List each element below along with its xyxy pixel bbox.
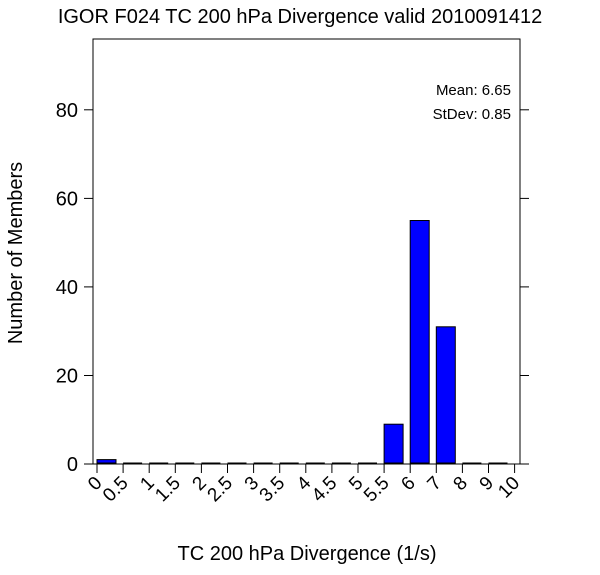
x-tick-label: 6 — [397, 473, 419, 495]
x-tick-label: 7 — [424, 473, 446, 495]
x-axis-label: TC 200 hPa Divergence (1/s) — [177, 543, 436, 565]
x-tick-label: 2.5 — [204, 473, 238, 507]
x-tick-label: 8 — [450, 473, 472, 495]
plot-frame — [92, 38, 521, 465]
x-tick-label: 1.5 — [151, 473, 185, 507]
chart-title: IGOR F024 TC 200 hPa Divergence valid 20… — [58, 6, 542, 28]
y-tick-label: 40 — [56, 277, 78, 299]
y-tick-label: 0 — [67, 454, 78, 476]
histogram-bar — [96, 459, 117, 464]
y-axis-label-group: Number of Members — [5, 162, 27, 344]
histogram-bar — [435, 326, 456, 464]
stats-stdev: StDev: 0.85 — [433, 106, 511, 123]
histogram-bar — [409, 220, 430, 464]
x-tick-label: 3.5 — [256, 473, 290, 507]
stats-mean: Mean: 6.65 — [436, 82, 511, 99]
x-tick-label: 9 — [476, 473, 498, 495]
y-tick-label: 60 — [56, 188, 78, 210]
y-tick-label: 20 — [56, 366, 78, 388]
y-tick-label: 80 — [56, 100, 78, 122]
x-tick-label: 5.5 — [360, 473, 394, 507]
y-axis-label: Number of Members — [5, 162, 27, 344]
x-tick-label: 0.5 — [99, 473, 133, 507]
x-tick-label: 10 — [494, 473, 524, 503]
x-tick-label: 4.5 — [308, 473, 342, 507]
histogram-bar — [383, 423, 404, 464]
